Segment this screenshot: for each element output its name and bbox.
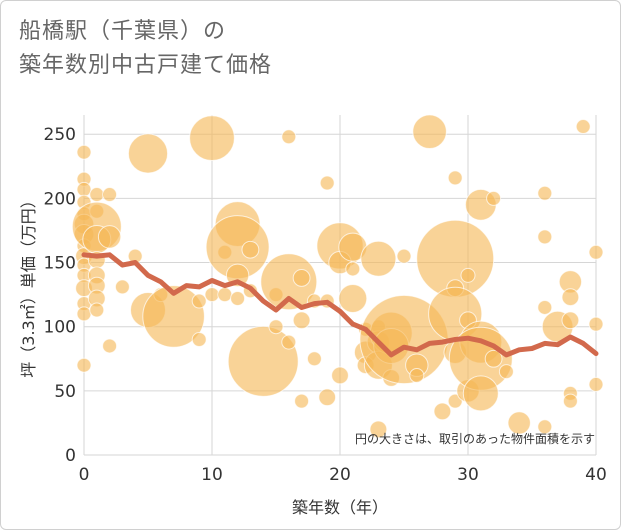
bubble-point xyxy=(484,349,503,368)
bubble-point xyxy=(345,261,361,277)
bubble-point xyxy=(227,325,299,397)
bubble-point xyxy=(260,253,318,311)
bubble-point xyxy=(127,133,169,174)
bubble-point xyxy=(241,240,260,259)
bubble-point xyxy=(292,311,311,330)
bubble-point xyxy=(76,181,92,197)
bubble-point xyxy=(191,293,207,309)
bubble-point xyxy=(396,248,412,264)
bubble-point xyxy=(588,316,604,332)
y-tick-label: 250 xyxy=(44,125,76,145)
bubble-point xyxy=(268,319,284,335)
bubble-point xyxy=(318,388,337,407)
bubble-point xyxy=(588,376,604,392)
bubble-point xyxy=(76,357,92,373)
bubble-point xyxy=(460,267,476,283)
bubble-point xyxy=(230,290,246,306)
bubble-point xyxy=(561,311,580,330)
bubble-point xyxy=(561,288,580,307)
bubble-point xyxy=(102,338,118,354)
x-tick-label: 30 xyxy=(457,465,479,485)
x-tick-label: 0 xyxy=(79,465,90,485)
bubble-point xyxy=(486,190,502,206)
bubble-point xyxy=(191,332,207,348)
bubble-point xyxy=(537,229,553,245)
y-tick-label: 100 xyxy=(44,318,76,338)
bubble-point xyxy=(189,115,235,161)
bubble-point xyxy=(294,393,310,409)
bubble-point xyxy=(102,187,118,203)
bubble-point xyxy=(498,364,514,380)
bubble-point xyxy=(412,114,447,149)
bubble-point xyxy=(281,334,297,350)
bubble-point xyxy=(217,287,233,303)
trend-line xyxy=(81,252,599,358)
bubble-point xyxy=(114,279,130,295)
bubble-point xyxy=(319,175,335,191)
y-tick-label: 150 xyxy=(44,254,76,274)
y-tick-label: 0 xyxy=(65,446,76,466)
bubble-point xyxy=(306,351,322,367)
x-tick-label: 40 xyxy=(585,465,607,485)
bubble-point xyxy=(433,402,452,421)
bubble-point xyxy=(409,367,425,383)
y-tick-label: 200 xyxy=(44,189,76,209)
bubble-point xyxy=(76,144,92,160)
chart-title: 船橋駅（千葉県）の 築年数別中古戸建て価格 xyxy=(19,15,272,83)
bubble-size-note: 円の大きさは、取引のあった物件面積を示す xyxy=(355,431,595,446)
bubble-point xyxy=(142,285,205,348)
bubble-point xyxy=(447,170,463,186)
bubble-point xyxy=(562,393,578,409)
x-axis-label: 築年数（年） xyxy=(292,498,388,517)
bubble-point xyxy=(537,185,553,201)
x-tick-label: 10 xyxy=(201,465,223,485)
y-tick-label: 50 xyxy=(54,382,76,402)
bubble-point xyxy=(204,287,220,303)
bubble-point xyxy=(360,240,397,277)
bubble-point xyxy=(338,283,368,313)
bubble-point xyxy=(76,306,92,322)
chart-title-line-1: 船橋駅（千葉県）の xyxy=(19,19,227,44)
bubble-point xyxy=(575,119,591,135)
bubble-point xyxy=(369,420,388,439)
bubble-point xyxy=(97,225,122,249)
bubble-point xyxy=(89,187,105,203)
bubble-point xyxy=(331,366,349,385)
bubble-point xyxy=(281,129,297,145)
bubble-point xyxy=(537,419,553,435)
x-tick-label: 20 xyxy=(329,465,351,485)
bubble-point xyxy=(588,244,604,260)
bubble-point xyxy=(537,299,553,315)
y-axis-label: 坪（3.3㎡）単価（万円） xyxy=(19,192,38,377)
bubble-point xyxy=(462,375,499,412)
bubble-point xyxy=(89,302,105,318)
axes: 0 10 20 30 40 0 50 100 150 200 250 xyxy=(44,125,607,485)
bubble-point xyxy=(292,269,311,287)
chart-title-line-2: 築年数別中古戸建て価格 xyxy=(19,53,273,78)
bubble-point xyxy=(507,411,531,435)
